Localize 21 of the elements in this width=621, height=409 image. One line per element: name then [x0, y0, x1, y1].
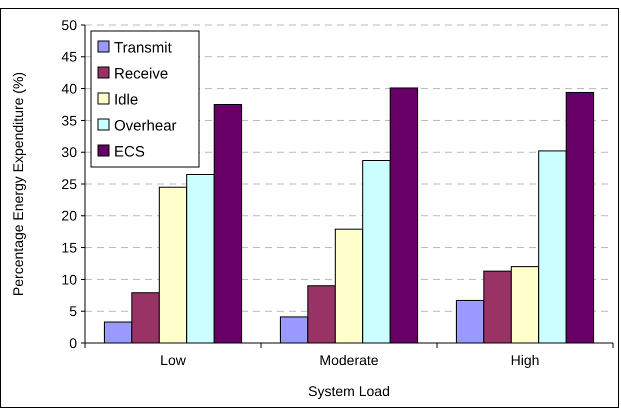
legend-label: Transmit — [114, 39, 173, 56]
y-axis-title: Percentage Energy Expenditure (%) — [10, 72, 26, 296]
legend-label: Idle — [114, 91, 138, 108]
x-tick-label: High — [510, 352, 540, 368]
legend-label: Receive — [114, 65, 168, 82]
y-tick-label: 5 — [69, 303, 78, 320]
y-tick-label: 10 — [61, 271, 78, 288]
y-tick-label: 0 — [69, 334, 78, 351]
y-tick-label: 30 — [61, 144, 78, 160]
y-tick-label: 25 — [61, 176, 78, 192]
y-tick-label: 45 — [61, 48, 78, 65]
legend-label: ECS — [114, 143, 145, 160]
x-tick-label: Low — [160, 352, 187, 368]
y-tick-label: 20 — [61, 208, 78, 224]
x-tick-label: Moderate — [319, 352, 379, 368]
y-tick-label: 15 — [61, 240, 78, 256]
y-tick-label: 40 — [61, 80, 78, 96]
x-axis-title: System Load — [308, 383, 390, 399]
y-tick-label: 50 — [61, 16, 78, 33]
y-tick-label: 35 — [61, 112, 78, 128]
legend-label: Overhear — [114, 117, 177, 134]
